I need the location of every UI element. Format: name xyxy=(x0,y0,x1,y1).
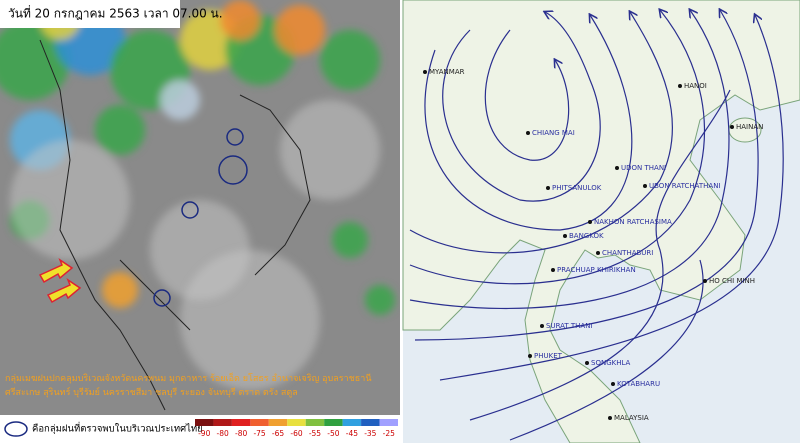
wind-arrow xyxy=(38,258,82,304)
city-label: HAINAN xyxy=(736,123,763,131)
city-dot xyxy=(615,166,619,170)
cloud xyxy=(95,105,145,155)
scale-tick-label: -90 xyxy=(198,429,210,438)
city-dot xyxy=(528,354,532,358)
city-dot xyxy=(526,131,530,135)
city-label: PHITSANULOK xyxy=(552,184,602,192)
city-label: KOTABHARU xyxy=(617,380,660,388)
city-dot xyxy=(551,268,555,272)
scale-tick-label: -50 xyxy=(327,429,339,438)
cloud xyxy=(0,20,70,100)
coastline xyxy=(39,39,311,411)
streamline xyxy=(424,15,633,231)
city-label: HANOI xyxy=(684,82,707,90)
city-dot xyxy=(563,234,567,238)
city-labels: MYANMAR HANOI HAINAN CHIANG MAI UDON THANI PH… xyxy=(423,68,763,422)
city-dot xyxy=(678,84,682,88)
city-dot xyxy=(730,125,734,129)
cloud xyxy=(280,100,380,200)
city-label: PHUKET xyxy=(534,352,563,360)
scale-swatch xyxy=(195,419,214,426)
city-label: NAKHON RATCHASIMA xyxy=(594,218,672,226)
city-dot xyxy=(588,220,592,224)
streamline xyxy=(484,29,570,161)
city-dot xyxy=(540,324,544,328)
scale-swatch xyxy=(305,419,325,426)
city-dot xyxy=(643,184,647,188)
land xyxy=(402,0,800,444)
scale-tick-label: -65 xyxy=(272,429,284,438)
city-dot xyxy=(596,251,600,255)
cloud xyxy=(10,140,130,260)
streamline xyxy=(509,259,704,441)
city-label: MYANMAR xyxy=(429,68,465,76)
scale-swatch xyxy=(342,419,362,426)
cloud xyxy=(150,200,250,300)
city-dot xyxy=(423,70,427,74)
title: วันที่ 20 กรกฎาคม 2563 เวลา 07.00 น. xyxy=(8,5,223,21)
city-label: UDON THANI xyxy=(621,164,666,172)
scale-tick-label: -80 xyxy=(217,429,229,438)
cloud xyxy=(220,0,260,40)
streamline xyxy=(409,10,706,285)
scale-swatch xyxy=(324,419,343,426)
city-label: BANGKOK xyxy=(569,232,604,240)
scale-swatch xyxy=(379,419,398,426)
caption-box: กลุ่มเมฆฝนปกคลุมบริเวณจังหวัดนครพนม มุกด… xyxy=(5,374,372,398)
cloud xyxy=(365,285,395,315)
rain-area-outline xyxy=(181,201,199,219)
legend-icon xyxy=(4,421,28,437)
city-label: UBON RATCHATHANI xyxy=(649,182,721,190)
cloud xyxy=(275,5,325,55)
streamline xyxy=(414,10,759,341)
divider xyxy=(400,0,403,443)
wind-map-panel: MYANMAR HANOI HAINAN CHIANG MAI UDON THANI PH… xyxy=(402,0,800,444)
city-label: MALAYSIA xyxy=(614,414,649,422)
city-label: SURAT THANI xyxy=(546,322,593,330)
city-dot xyxy=(585,361,589,365)
streamline xyxy=(439,15,784,381)
scale-swatch xyxy=(231,419,251,426)
city-dot xyxy=(611,382,615,386)
scale-tick-label: -80 xyxy=(235,429,247,438)
rain-area-outline xyxy=(153,289,171,307)
scale-swatch xyxy=(287,419,306,426)
cloud xyxy=(160,80,200,120)
city-label: CHANTHABURI xyxy=(602,249,653,257)
scale-tick-label: -25 xyxy=(383,429,395,438)
legend-text: คือกลุ่มฝนที่ตรวจพบในบริเวณประเทศไทย xyxy=(32,422,203,435)
city-label: PRACHUAP KHIRIKHAN xyxy=(557,266,636,274)
satellite-panel: วันที่ 20 กรกฎาคม 2563 เวลา 07.00 น. กลุ… xyxy=(0,0,400,443)
scale-swatch xyxy=(268,419,288,426)
cloud xyxy=(102,272,138,308)
scale-tick-label: -45 xyxy=(346,429,358,438)
color-scale: -90 -80 -80 -75 -65 -60 -55 -50 -45 -35 -25 xyxy=(195,419,398,438)
scale-tick-label: -35 xyxy=(364,429,376,438)
streamlines xyxy=(409,10,784,441)
city-dot xyxy=(608,416,612,420)
streamline xyxy=(469,89,731,421)
scale-swatch xyxy=(250,419,269,426)
scale-swatch xyxy=(213,419,232,426)
city-dot xyxy=(703,279,707,283)
scale-tick-label: -75 xyxy=(253,429,265,438)
title-box xyxy=(0,0,180,28)
streamline xyxy=(409,12,674,254)
cloud xyxy=(320,30,380,90)
city-label: HO CHI MINH xyxy=(709,277,755,285)
scale-tick-label: -60 xyxy=(290,429,302,438)
city-label: CHIANG MAI xyxy=(532,129,575,137)
streamline xyxy=(409,10,730,310)
city-dot xyxy=(546,186,550,190)
streamline xyxy=(442,12,601,202)
scale-tick-label: -55 xyxy=(309,429,321,438)
city-label: SONGKHLA xyxy=(591,359,631,367)
caption: กลุ่มเมฆฝนปกคลุมบริเวณจังหวัดนครพนม มุกด… xyxy=(5,374,372,398)
rain-area-outline xyxy=(226,128,244,146)
rain-area-outline xyxy=(218,155,248,185)
scale-swatch xyxy=(361,419,380,426)
cloud xyxy=(332,222,368,258)
